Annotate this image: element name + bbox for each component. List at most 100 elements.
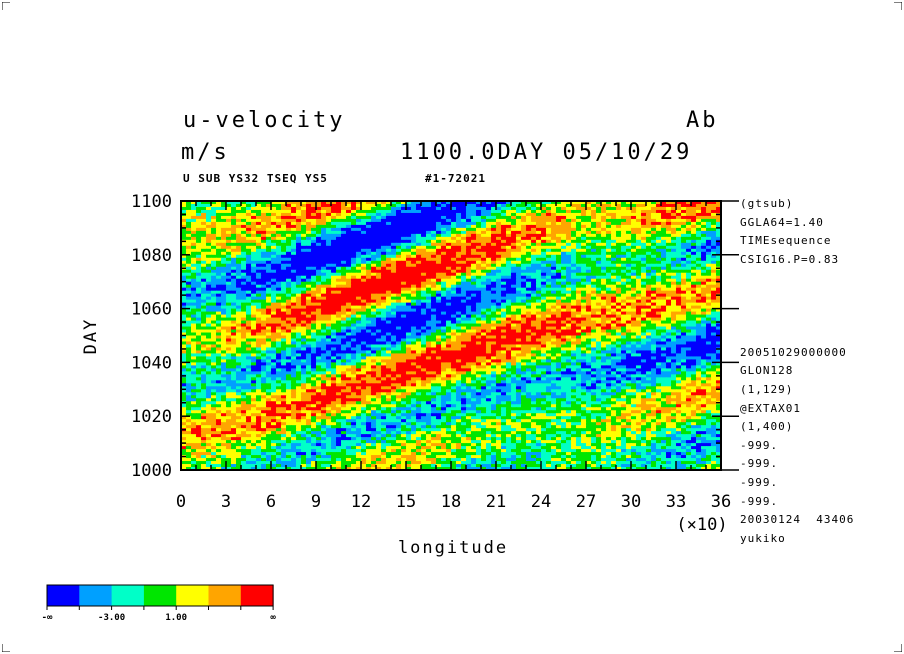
heatmap-cell xyxy=(696,251,702,256)
heatmap-cell xyxy=(281,245,287,250)
heatmap-cell xyxy=(236,251,242,256)
heatmap-cell xyxy=(546,209,552,214)
heatmap-cell xyxy=(621,233,627,238)
heatmap-cell xyxy=(321,215,327,220)
heatmap-cell xyxy=(531,201,537,205)
heatmap-cell xyxy=(276,242,282,247)
heatmap-cell xyxy=(691,218,697,223)
heatmap-cell xyxy=(651,224,657,229)
heatmap-cell xyxy=(306,236,312,241)
heatmap-cell xyxy=(646,218,652,223)
heatmap-cell xyxy=(671,248,677,253)
heatmap-cell xyxy=(576,218,582,223)
heatmap-cell xyxy=(516,251,522,256)
heatmap-cell xyxy=(261,233,267,238)
heatmap-cell xyxy=(381,201,387,205)
heatmap-cell xyxy=(296,245,302,250)
heatmap-cell xyxy=(216,218,222,223)
heatmap-cell xyxy=(461,224,467,229)
heatmap-cell xyxy=(646,245,652,250)
heatmap-cell xyxy=(486,248,492,253)
heatmap-cell xyxy=(346,221,352,226)
heatmap-cell xyxy=(401,212,407,217)
heatmap-cell xyxy=(556,218,562,223)
heatmap-cell xyxy=(386,245,392,250)
side-info-line: -999. xyxy=(740,475,779,489)
heatmap-cell xyxy=(691,224,697,229)
heatmap-cell xyxy=(261,242,267,247)
heatmap-cell xyxy=(401,206,407,211)
heatmap-cell xyxy=(491,221,497,226)
heatmap-cell xyxy=(691,251,697,256)
heatmap-cell xyxy=(491,212,497,217)
heatmap-cell xyxy=(601,227,607,232)
heatmap-cell xyxy=(631,212,637,217)
heatmap-cell xyxy=(261,230,267,235)
heatmap-cell xyxy=(341,201,347,205)
heatmap-cell xyxy=(656,248,662,253)
heatmap-cell xyxy=(471,233,477,238)
heatmap-cell xyxy=(196,233,202,238)
heatmap-cell xyxy=(326,245,332,250)
heatmap-cell xyxy=(476,203,482,208)
heatmap-cell xyxy=(546,248,552,253)
heatmap-cell xyxy=(181,224,187,229)
heatmap-cell xyxy=(536,230,542,235)
heatmap-cell xyxy=(566,239,572,244)
heatmap-cell xyxy=(361,254,367,259)
heatmap-cell xyxy=(661,201,667,205)
heatmap-cell xyxy=(606,251,612,256)
heatmap-cell xyxy=(241,206,247,211)
heatmap-cell xyxy=(416,212,422,217)
heatmap-cell xyxy=(241,201,247,205)
heatmap-cell xyxy=(381,203,387,208)
heatmap-cell xyxy=(451,230,457,235)
heatmap-cell xyxy=(311,251,317,256)
heatmap-cell xyxy=(226,245,232,250)
heatmap-cell xyxy=(671,245,677,250)
heatmap-cell xyxy=(376,245,382,250)
heatmap-cell xyxy=(471,230,477,235)
heatmap-cell xyxy=(536,251,542,256)
heatmap-cell xyxy=(316,209,322,214)
heatmap-cell xyxy=(401,224,407,229)
heatmap-cell xyxy=(671,218,677,223)
heatmap-cell xyxy=(401,230,407,235)
heatmap-cell xyxy=(206,248,212,253)
heatmap-cell xyxy=(266,248,272,253)
heatmap-cell xyxy=(311,201,317,205)
heatmap-cell xyxy=(251,203,257,208)
heatmap-cell xyxy=(501,203,507,208)
heatmap-cell xyxy=(641,224,647,229)
heatmap-cell xyxy=(466,212,472,217)
heatmap-cell xyxy=(711,203,717,208)
heatmap-cell xyxy=(381,224,387,229)
heatmap-cell xyxy=(541,212,547,217)
heatmap-cell xyxy=(671,239,677,244)
heatmap-cell xyxy=(311,221,317,226)
heatmap-cell xyxy=(281,221,287,226)
heatmap-cell xyxy=(301,236,307,241)
heatmap-cell xyxy=(486,201,492,205)
heatmap-cell xyxy=(501,239,507,244)
heatmap-cell xyxy=(351,206,357,211)
heatmap-cell xyxy=(581,236,587,241)
heatmap-cell xyxy=(711,248,717,253)
heatmap-cell xyxy=(481,236,487,241)
heatmap-cell xyxy=(326,218,332,223)
heatmap-cell xyxy=(296,233,302,238)
heatmap-cell xyxy=(501,248,507,253)
heatmap-cell xyxy=(291,230,297,235)
heatmap-cell xyxy=(621,203,627,208)
heatmap-cell xyxy=(406,251,412,256)
heatmap-cell xyxy=(701,251,707,256)
heatmap-cell xyxy=(321,251,327,256)
heatmap-cell xyxy=(696,242,702,247)
heatmap-cell xyxy=(426,212,432,217)
heatmap-cell xyxy=(706,239,712,244)
heatmap-cell xyxy=(291,206,297,211)
heatmap-cell xyxy=(711,245,717,250)
heatmap-cell xyxy=(601,215,607,220)
heatmap-cell xyxy=(296,209,302,214)
heatmap-cell xyxy=(201,209,207,214)
